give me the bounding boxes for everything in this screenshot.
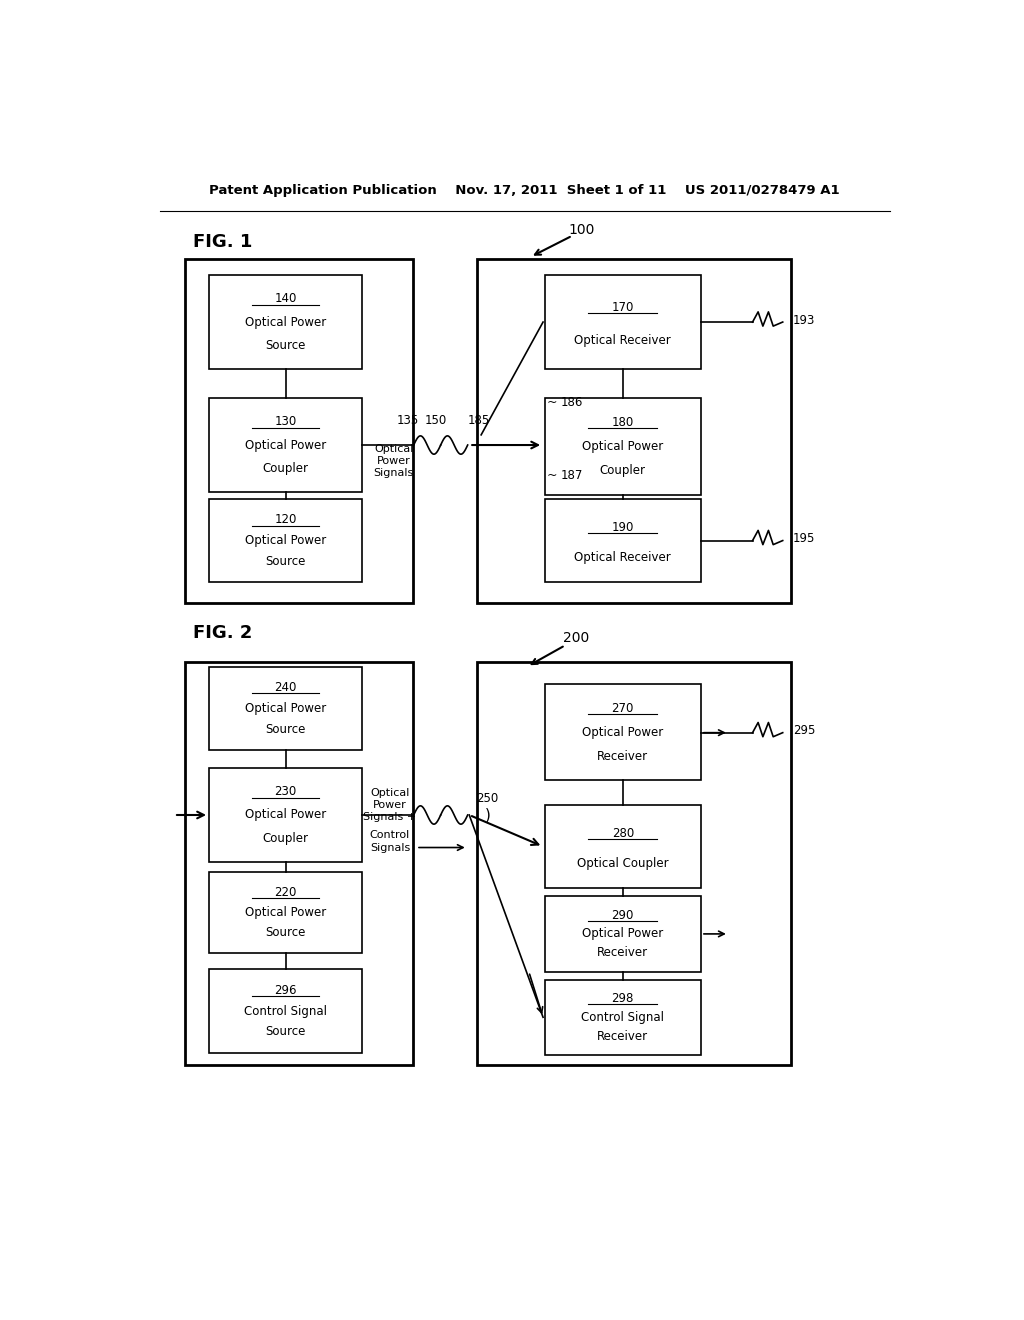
FancyBboxPatch shape	[477, 259, 791, 602]
FancyBboxPatch shape	[477, 661, 791, 1065]
FancyBboxPatch shape	[185, 661, 413, 1065]
FancyBboxPatch shape	[545, 896, 701, 972]
Text: Optical Power: Optical Power	[583, 928, 664, 940]
FancyBboxPatch shape	[545, 499, 701, 582]
Text: 220: 220	[274, 886, 297, 899]
Text: Optical Power: Optical Power	[245, 702, 327, 714]
Text: Optical Power: Optical Power	[245, 438, 327, 451]
Text: Signals +: Signals +	[364, 812, 417, 822]
FancyBboxPatch shape	[545, 684, 701, 780]
Text: Optical Receiver: Optical Receiver	[574, 550, 671, 564]
Text: 290: 290	[611, 908, 634, 921]
Text: Source: Source	[265, 927, 306, 940]
Text: 230: 230	[274, 785, 297, 799]
Text: Optical Power: Optical Power	[245, 535, 327, 546]
Text: Optical Power: Optical Power	[583, 726, 664, 739]
Text: Receiver: Receiver	[597, 1030, 648, 1043]
FancyBboxPatch shape	[545, 805, 701, 888]
Text: Control: Control	[370, 830, 410, 841]
Text: ): )	[484, 808, 490, 822]
Text: 240: 240	[274, 681, 297, 694]
FancyBboxPatch shape	[545, 399, 701, 495]
FancyBboxPatch shape	[209, 768, 362, 862]
Text: 193: 193	[793, 314, 815, 326]
Text: ~: ~	[547, 469, 557, 482]
FancyBboxPatch shape	[209, 276, 362, 368]
Text: 120: 120	[274, 513, 297, 527]
Text: Source: Source	[265, 339, 306, 352]
Text: Source: Source	[265, 1026, 306, 1039]
Text: 296: 296	[274, 983, 297, 997]
Text: Optical Receiver: Optical Receiver	[574, 334, 671, 347]
FancyBboxPatch shape	[209, 969, 362, 1053]
Text: Optical Coupler: Optical Coupler	[577, 857, 669, 870]
Text: Receiver: Receiver	[597, 750, 648, 763]
FancyBboxPatch shape	[209, 399, 362, 492]
Text: Control Signal: Control Signal	[244, 1005, 327, 1018]
Text: Signals: Signals	[374, 469, 414, 478]
Text: Source: Source	[265, 722, 306, 735]
Text: 200: 200	[563, 631, 590, 645]
Text: 190: 190	[611, 520, 634, 533]
FancyBboxPatch shape	[209, 499, 362, 582]
Text: Optical Power: Optical Power	[583, 440, 664, 453]
FancyBboxPatch shape	[545, 979, 701, 1055]
Text: Coupler: Coupler	[600, 465, 646, 478]
Text: 130: 130	[274, 416, 297, 428]
Text: 187: 187	[560, 469, 583, 482]
Text: 135: 135	[396, 414, 419, 428]
FancyBboxPatch shape	[209, 667, 362, 750]
Text: 295: 295	[793, 725, 815, 737]
FancyBboxPatch shape	[209, 873, 362, 953]
Text: 250: 250	[476, 792, 499, 805]
Text: 186: 186	[560, 396, 583, 409]
Text: 100: 100	[568, 223, 595, 236]
Text: Optical Power: Optical Power	[245, 315, 327, 329]
Text: Power: Power	[373, 800, 407, 810]
FancyBboxPatch shape	[185, 259, 413, 602]
Text: Signals: Signals	[370, 842, 410, 853]
Text: FIG. 2: FIG. 2	[194, 624, 253, 642]
Text: 150: 150	[425, 414, 447, 428]
Text: 140: 140	[274, 292, 297, 305]
Text: 270: 270	[611, 701, 634, 714]
Text: 170: 170	[611, 301, 634, 314]
Text: Optical: Optical	[374, 444, 414, 454]
Text: 298: 298	[611, 991, 634, 1005]
Text: Patent Application Publication    Nov. 17, 2011  Sheet 1 of 11    US 2011/027847: Patent Application Publication Nov. 17, …	[210, 185, 840, 198]
Text: Optical Power: Optical Power	[245, 808, 327, 821]
Text: FIG. 1: FIG. 1	[194, 232, 253, 251]
Text: Power: Power	[377, 457, 411, 466]
Text: Control Signal: Control Signal	[582, 1011, 665, 1024]
Text: 180: 180	[611, 416, 634, 429]
Text: 185: 185	[468, 414, 489, 428]
Text: 280: 280	[611, 826, 634, 840]
Text: Optical: Optical	[371, 788, 410, 797]
FancyBboxPatch shape	[545, 276, 701, 368]
Text: Receiver: Receiver	[597, 946, 648, 960]
Text: Coupler: Coupler	[262, 832, 308, 845]
Text: Source: Source	[265, 554, 306, 568]
Text: ~: ~	[547, 396, 557, 409]
Text: 195: 195	[793, 532, 815, 545]
Text: Coupler: Coupler	[262, 462, 308, 475]
Text: Optical Power: Optical Power	[245, 906, 327, 919]
